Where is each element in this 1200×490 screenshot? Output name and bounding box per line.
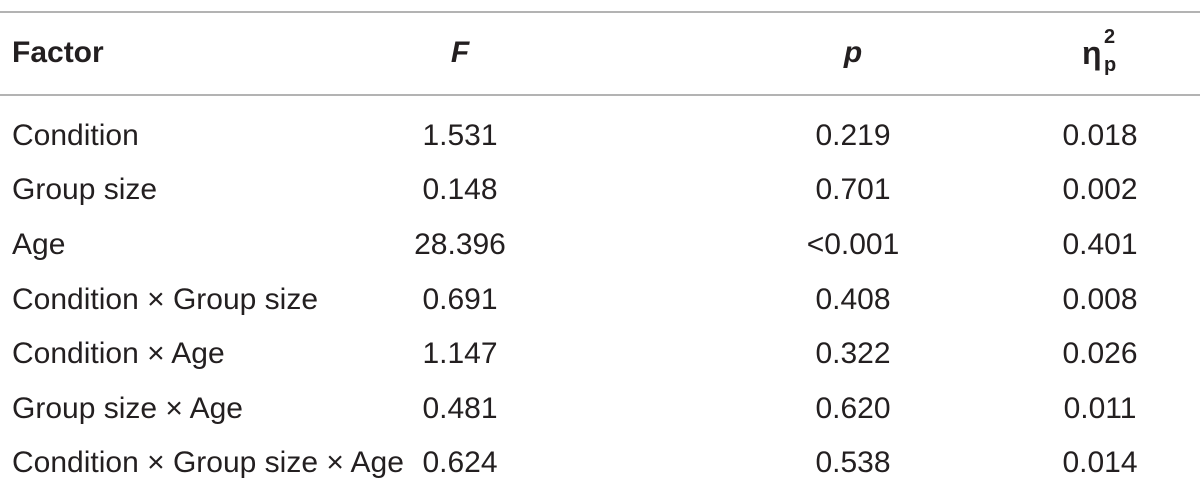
table-row: Condition × Age 1.147 0.322 0.026: [0, 324, 1200, 378]
header-f: F: [450, 36, 470, 69]
cell-factor: Condition × Age: [12, 337, 225, 370]
cell-f: 28.396: [414, 228, 506, 261]
table-top-rule: [0, 11, 1200, 13]
cell-factor: Group size × Age: [12, 392, 243, 425]
cell-eta: 0.014: [1062, 446, 1138, 479]
table-row: Condition 1.531 0.219 0.018: [0, 106, 1200, 160]
cell-p: 0.322: [815, 337, 891, 370]
table-row: Condition × Group size × Age 0.624 0.538…: [0, 433, 1200, 487]
cell-f: 0.624: [422, 446, 498, 479]
cell-factor: Age: [12, 228, 66, 261]
cell-eta: 0.002: [1062, 173, 1138, 206]
cell-p: 0.701: [815, 173, 891, 206]
cell-eta: 0.011: [1063, 392, 1137, 425]
cell-p: 0.620: [815, 392, 891, 425]
eta-subscript: p: [1104, 54, 1117, 76]
cell-factor: Condition × Group size × Age: [12, 446, 404, 479]
cell-p: 0.538: [815, 446, 891, 479]
table-row: Group size 0.148 0.701 0.002: [0, 160, 1200, 214]
cell-factor: Group size: [12, 173, 158, 206]
cell-eta: 0.026: [1062, 337, 1138, 370]
eta-superscript: 2: [1104, 26, 1116, 48]
header-p: p: [843, 36, 863, 69]
table-row: Group size × Age 0.481 0.620 0.011: [0, 379, 1200, 433]
cell-p: 0.219: [815, 119, 891, 152]
cell-f: 0.481: [422, 392, 498, 425]
cell-p: 0.408: [815, 283, 891, 316]
cell-p: <0.001: [806, 228, 900, 261]
cell-factor: Condition × Group size: [12, 283, 319, 316]
eta-letter: η: [1082, 35, 1102, 71]
cell-f: 0.691: [422, 283, 498, 316]
cell-eta: 0.018: [1062, 119, 1138, 152]
table-row: Condition × Group size 0.691 0.408 0.008: [0, 270, 1200, 324]
cell-eta: 0.008: [1062, 283, 1138, 316]
cell-factor: Condition: [12, 119, 139, 152]
cell-f: 0.148: [422, 173, 498, 206]
cell-f: 1.531: [422, 119, 498, 152]
header-factor: Factor: [12, 36, 104, 69]
table-row: Age 28.396 <0.001 0.401: [0, 215, 1200, 269]
table-header-rule: [0, 94, 1200, 96]
cell-f: 1.147: [422, 337, 498, 370]
cell-eta: 0.401: [1062, 228, 1138, 261]
